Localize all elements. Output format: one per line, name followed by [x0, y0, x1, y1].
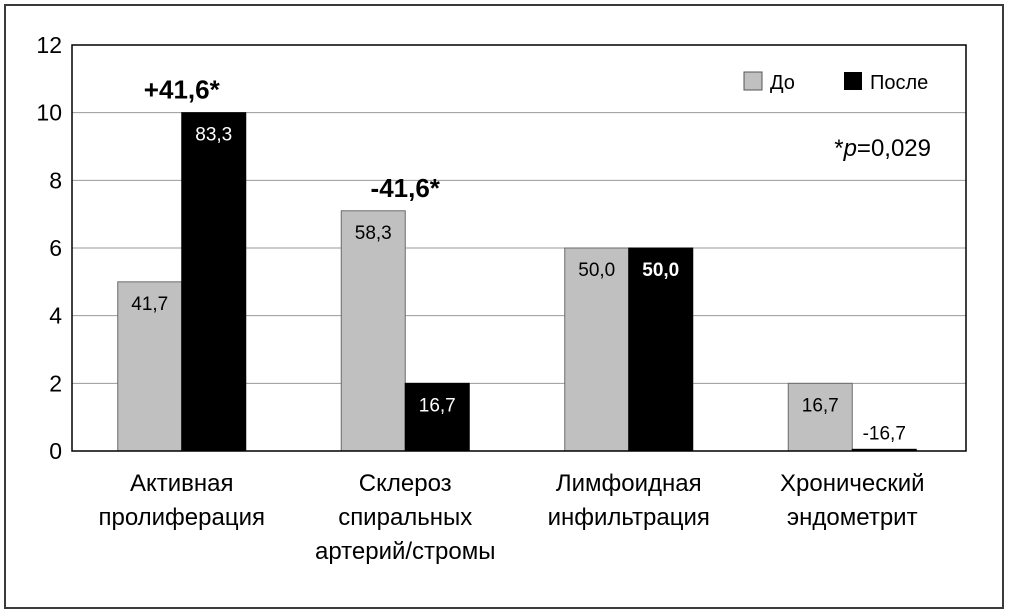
- bar-value-label: 83,3: [195, 125, 232, 146]
- y-tick-label: 6: [49, 235, 62, 261]
- bar-before: [117, 281, 183, 452]
- annotations: +41,6* -41,6*: [144, 75, 441, 203]
- p-value-note: *p=0,029: [834, 135, 931, 162]
- bar-value-label: -16,7: [863, 423, 906, 444]
- difference-annotation: -41,6*: [371, 173, 441, 203]
- legend-label-after: После: [870, 72, 928, 94]
- plot-border: [71, 44, 967, 452]
- bar-before: [340, 210, 406, 452]
- bar-value-label: 58,3: [355, 223, 392, 244]
- category-label: Склероз спиральных артерий/стромы: [315, 470, 496, 565]
- y-axis-ticks: 0 2 4 6 8 10 12: [36, 32, 62, 464]
- difference-annotation: +41,6*: [144, 75, 221, 105]
- y-tick-label: 12: [36, 32, 62, 58]
- y-tick-label: 4: [49, 303, 62, 329]
- bar-after: [404, 382, 470, 452]
- bar-after: [628, 247, 694, 452]
- bar-value-label: 50,0: [642, 260, 679, 281]
- legend: До После: [743, 71, 928, 94]
- y-tick-label: 2: [49, 370, 62, 396]
- legend-swatch-after: [844, 72, 862, 90]
- legend-label-before: До: [770, 72, 795, 94]
- bar-after: [181, 112, 247, 452]
- y-tick-label: 8: [49, 167, 62, 193]
- category-label: Активная пролиферация: [98, 470, 265, 531]
- category-label: Хронический эндометрит: [780, 470, 925, 531]
- bar-value-label: 16,7: [419, 395, 456, 416]
- bar-before: [787, 382, 853, 452]
- category-labels: Активная пролиферация Склероз спиральных арт…: [98, 470, 924, 565]
- category-label: Лимфоидная инфильтрация: [548, 470, 710, 531]
- bar-value-label: 50,0: [578, 260, 615, 281]
- bars: [117, 112, 917, 452]
- y-tick-label: 0: [49, 438, 62, 464]
- legend-swatch-before: [743, 71, 763, 91]
- y-tick-label: 10: [36, 100, 62, 126]
- bar-value-label: 41,7: [131, 294, 168, 315]
- bar-value-label: 16,7: [802, 395, 839, 416]
- bar-chart: 0 2 4 6 8 10 12 41,7 58,3 50,0 16,7 83,3 16,7 50,0 -1…: [36, 32, 967, 565]
- chart-frame: 0 2 4 6 8 10 12 41,7 58,3 50,0 16,7 83,3 16,7 50,0 -1…: [4, 4, 1004, 609]
- value-labels: 41,7 58,3 50,0 16,7 83,3 16,7 50,0 -16,7: [131, 125, 906, 445]
